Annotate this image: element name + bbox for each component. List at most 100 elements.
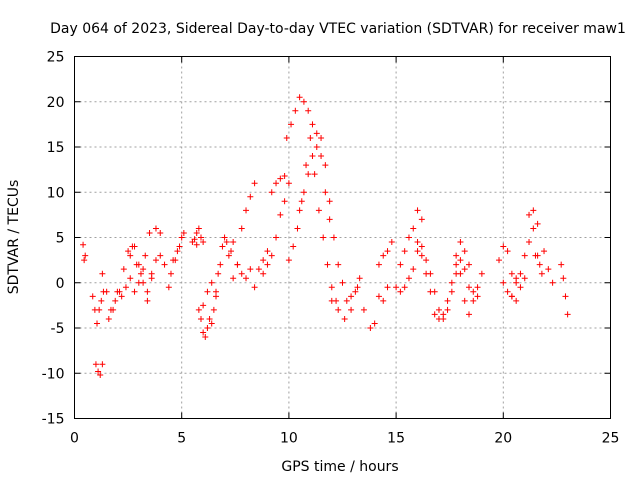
data-point [292,107,299,114]
data-point [517,270,524,277]
data-point [457,239,464,246]
data-point [152,225,159,232]
series-arc-x [414,207,425,223]
data-point [89,293,96,300]
data-point [465,261,472,268]
data-point [393,284,400,291]
x-tick-labels: 0 5 10 15 20 25 [70,431,619,447]
data-point [99,361,106,368]
data-point [500,243,507,250]
data-point [474,293,481,300]
data-point [414,248,421,255]
data-point [423,257,430,264]
data-point [465,311,472,318]
data-point [202,334,209,341]
x-tick-label: 25 [602,431,620,447]
data-point [167,270,174,277]
x-tick-label: 20 [494,431,512,447]
data-point [243,207,250,214]
data-point [320,234,327,241]
data-point [330,234,337,241]
data-point [318,153,325,160]
data-point [234,261,241,268]
series-arc-c [92,361,106,379]
data-point [444,297,451,304]
series-arc-g [167,229,187,277]
data-point [135,261,142,268]
data-point [290,243,297,250]
data-point [305,107,312,114]
data-point [530,225,537,232]
data-point [513,275,520,282]
series-arc-ee [508,293,520,304]
data-point [298,198,305,205]
x-tick-label: 5 [177,431,186,447]
data-point [465,284,472,291]
data-point [401,284,408,291]
series-arc-p [283,94,333,223]
data-point [208,320,215,327]
data-point [410,225,417,232]
data-point [110,306,117,313]
data-point [296,207,303,214]
series-arc-r [296,134,363,313]
series-arc-m [234,248,271,291]
data-point [558,261,565,268]
data-point [174,248,181,255]
data-point [418,243,425,250]
series-arc-v [397,225,481,322]
data-point [260,270,267,277]
y-axis-label: SDTVAR / TECUs [6,180,22,295]
data-point [538,270,545,277]
data-point [238,225,245,232]
data-point [530,207,537,214]
series-arc-cc [532,248,556,286]
data-point [97,372,104,379]
data-point [414,239,421,246]
data-point [448,288,455,295]
data-point [95,368,102,375]
data-point [140,266,147,273]
data-point [195,225,202,232]
data-point [208,279,215,286]
data-point [356,275,363,282]
data-point [144,297,151,304]
data-point [195,306,202,313]
data-point [562,293,569,300]
data-point [532,252,539,259]
data-point [470,297,477,304]
data-point [131,288,138,295]
y-tick-label: 0 [56,276,65,292]
data-point [255,266,262,273]
data-point [283,134,290,141]
data-point [281,172,288,179]
data-point [560,275,567,282]
data-point [453,261,460,268]
data-point [352,288,359,295]
data-point [311,171,318,178]
series-arc-aa [500,275,528,300]
data-point [140,279,147,286]
data-point [281,198,288,205]
data-point [260,257,267,264]
data-point [324,261,331,268]
data-point [137,270,144,277]
data-point [294,225,301,232]
data-point [517,284,524,291]
data-point [405,275,412,282]
data-point [103,288,110,295]
series-arc-e [105,252,164,322]
data-point [354,284,361,291]
data-point [142,252,149,259]
series-arc-u [375,284,391,304]
data-point [300,189,307,196]
series-arc-k [200,279,220,309]
series-arc-f [127,225,185,304]
data-point [461,266,468,273]
data-point [92,361,99,368]
data-point [328,297,335,304]
data-point [230,275,237,282]
data-point [161,261,168,268]
data-point [228,248,235,255]
data-point [221,234,228,241]
